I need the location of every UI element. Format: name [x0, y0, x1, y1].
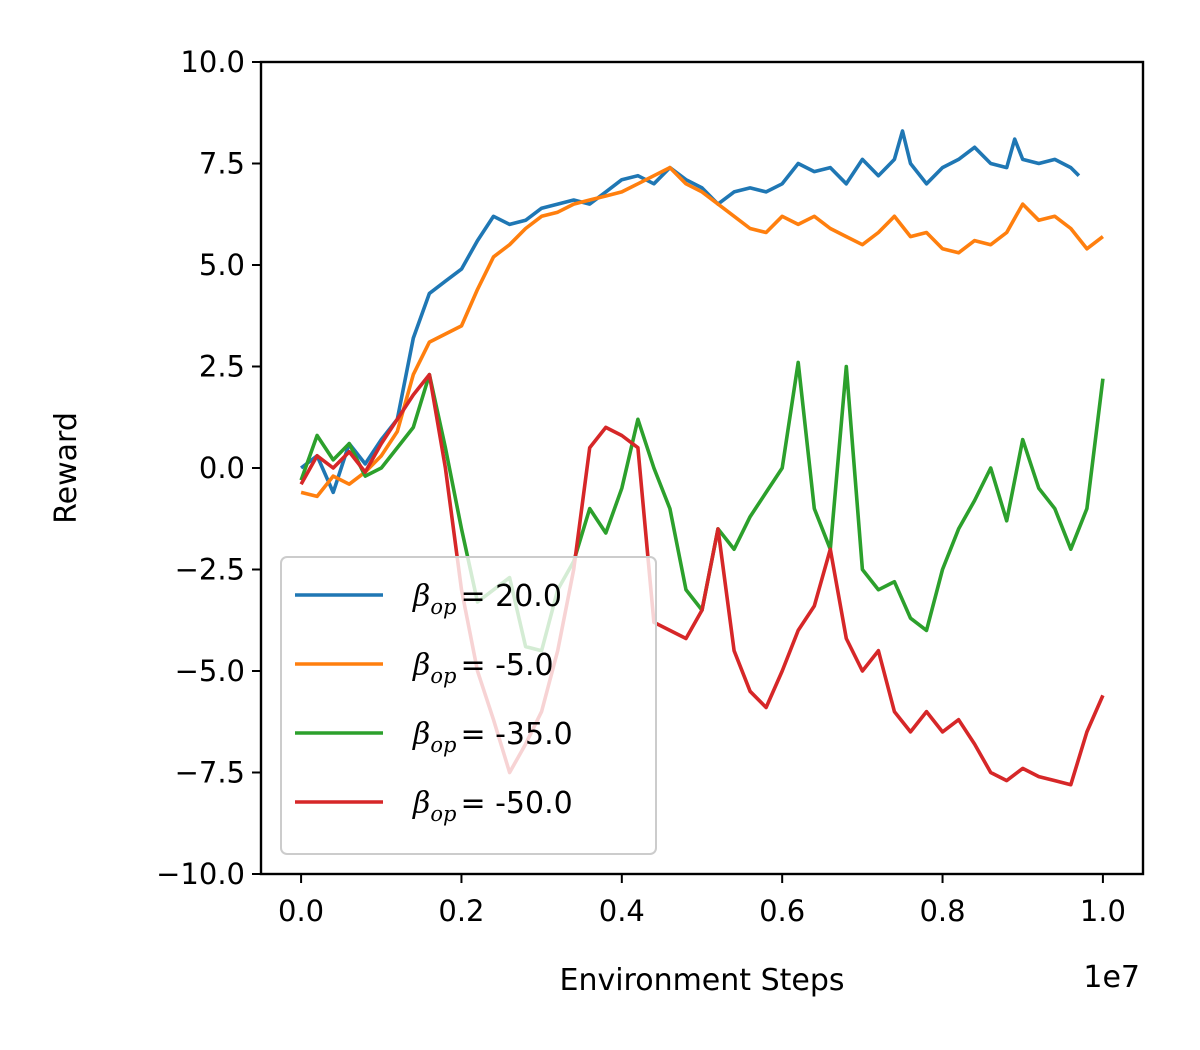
- y-tick-label: 10.0: [180, 45, 245, 79]
- legend-subscript: op: [430, 664, 456, 688]
- y-tick-label: −2.5: [175, 553, 245, 587]
- y-tick-label: −5.0: [175, 654, 245, 688]
- legend-subscript: op: [430, 595, 456, 619]
- x-axis: 0.0 0.2 0.4 0.6 0.8 1.0: [278, 874, 1126, 928]
- x-axis-label: Environment Steps: [559, 963, 844, 998]
- y-tick-label: 7.5: [199, 147, 245, 181]
- legend-value: = -50.0: [460, 786, 572, 821]
- legend-subscript: op: [430, 733, 456, 757]
- series-layer: [299, 129, 1105, 787]
- legend-label-0: βop = 20.0: [412, 579, 562, 619]
- legend-beta-symbol: β: [412, 717, 430, 752]
- legend-beta-symbol: β: [412, 579, 430, 614]
- y-tick-label: 5.0: [199, 248, 245, 282]
- x-tick-label: 1.0: [1080, 894, 1126, 928]
- x-tick-label: 0.0: [278, 894, 324, 928]
- series-line-1: [300, 165, 1104, 499]
- x-tick-label: 0.6: [759, 894, 805, 928]
- x-offset-label: 1e7: [1083, 960, 1140, 995]
- y-axis: 10.0 7.5 5.0 2.5 0.0 −2.5 −5.0 −7.5 −10.0: [156, 45, 261, 891]
- x-tick-label: 0.4: [599, 894, 645, 928]
- y-tick-label: 0.0: [199, 451, 245, 485]
- legend-value: = -5.0: [460, 648, 553, 683]
- legend-label-1: βop = -5.0: [412, 648, 554, 688]
- series-line-3: [299, 372, 1105, 787]
- y-axis-label: Reward: [49, 412, 84, 524]
- legend-label-2: βop = -35.0: [412, 717, 573, 757]
- x-tick-label: 0.2: [438, 894, 484, 928]
- y-tick-label: −7.5: [175, 756, 245, 790]
- y-tick-label: 2.5: [199, 350, 245, 384]
- legend-subscript: op: [430, 802, 456, 826]
- legend-beta-symbol: β: [412, 786, 430, 821]
- legend-value: = 20.0: [460, 579, 561, 614]
- legend-value: = -35.0: [460, 717, 572, 752]
- x-tick-label: 0.8: [919, 894, 965, 928]
- legend-box: [280, 556, 657, 855]
- legend-beta-symbol: β: [412, 648, 430, 683]
- legend-label-3: βop = -50.0: [412, 786, 573, 826]
- y-tick-label: −10.0: [156, 857, 245, 891]
